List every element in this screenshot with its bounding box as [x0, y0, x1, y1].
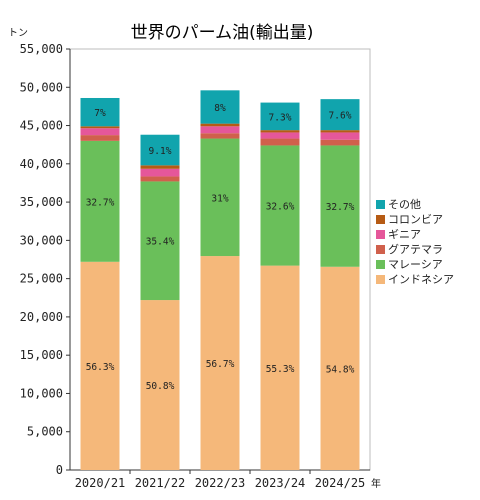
bar-segment: [80, 261, 120, 470]
bar-segment: [140, 176, 180, 182]
bar-segment: [320, 139, 360, 146]
data-label: 9.1%: [149, 146, 172, 157]
legend-swatch: [376, 230, 385, 239]
bar-segment: [200, 126, 240, 134]
y-tick-label: 10,000: [20, 386, 63, 400]
bar-segment: [80, 97, 120, 127]
data-label: 50.8%: [146, 381, 175, 392]
y-tick-label: 50,000: [20, 80, 63, 94]
bar-segment: [200, 133, 240, 139]
y-tick-label: 0: [56, 463, 63, 477]
legend-item: ギニア: [388, 228, 421, 241]
bar-segment: [260, 145, 300, 266]
bar-segment: [320, 130, 360, 133]
x-tick-label: 2021/22: [135, 476, 186, 490]
legend-item: インドネシア: [388, 273, 454, 286]
y-tick-label: 25,000: [20, 272, 63, 286]
legend-swatch: [376, 245, 385, 254]
y-tick-label: 5,000: [27, 425, 63, 439]
y-tick-label: 20,000: [20, 310, 63, 324]
bar-segment: [320, 99, 360, 131]
bar-segment: [200, 90, 240, 124]
y-tick-label: 55,000: [20, 42, 63, 56]
bar-segment: [260, 265, 300, 470]
legend-item: マレーシア: [388, 258, 443, 271]
bar-segment: [200, 138, 240, 257]
bar-segment: [80, 135, 120, 141]
data-label: 8%: [214, 103, 226, 114]
bar-segment: [320, 132, 360, 140]
x-tick-label: 2023/24: [255, 476, 306, 490]
chart-title: 世界のパーム油(輸出量): [131, 23, 314, 43]
legend-item: その他: [388, 198, 421, 211]
legend-swatch: [376, 215, 385, 224]
data-label: 7%: [94, 108, 106, 119]
y-tick-label: 35,000: [20, 195, 63, 209]
data-label: 31%: [211, 193, 228, 204]
bar-segment: [260, 102, 300, 131]
bar-segment: [140, 181, 180, 301]
y-tick-label: 40,000: [20, 157, 63, 171]
legend-swatch: [376, 200, 385, 209]
bar-segment: [140, 165, 180, 169]
data-label: 55.3%: [266, 364, 295, 375]
bar-segment: [140, 300, 180, 470]
y-tick-label: 30,000: [20, 233, 63, 247]
plot-area: 0 5,000 10,000 15,000 20,000 25,000 30,000 35,0…: [20, 42, 371, 490]
bar-segment: [80, 128, 120, 136]
x-axis-unit: 年: [371, 477, 381, 490]
data-label: 7.6%: [329, 111, 352, 122]
data-label: 32.6%: [266, 202, 295, 213]
data-label: 32.7%: [86, 197, 115, 208]
y-axis-unit: トン: [8, 28, 28, 39]
legend-item: コロンビア: [388, 213, 443, 226]
data-label: 56.7%: [206, 359, 235, 370]
data-label: 7.3%: [269, 112, 292, 123]
data-label: 54.8%: [326, 364, 355, 375]
legend-item: グアテマラ: [388, 242, 443, 256]
bar-segment: [200, 123, 240, 127]
bar-segment: [260, 132, 300, 139]
y-tick-label: 15,000: [20, 348, 63, 362]
data-label: 35.4%: [146, 237, 175, 248]
legend-swatch: [376, 275, 385, 284]
bar-segment: [80, 126, 120, 129]
bar-segment: [260, 138, 300, 146]
bar-segment: [80, 140, 120, 262]
bar-segment: [320, 145, 360, 267]
bar-segment: [260, 130, 300, 133]
x-tick-label: 2020/21: [75, 476, 126, 490]
x-tick-label: 2024/25: [315, 476, 366, 490]
data-label: 32.7%: [326, 202, 355, 213]
x-tick-label: 2022/23: [195, 476, 246, 490]
data-label: 56.3%: [86, 362, 115, 373]
bar-segment: [140, 134, 180, 166]
bar-segment: [200, 256, 240, 470]
bar-segment: [320, 266, 360, 470]
bar-segment: [140, 168, 180, 177]
y-tick-label: 45,000: [20, 119, 63, 133]
legend-swatch: [376, 260, 385, 269]
